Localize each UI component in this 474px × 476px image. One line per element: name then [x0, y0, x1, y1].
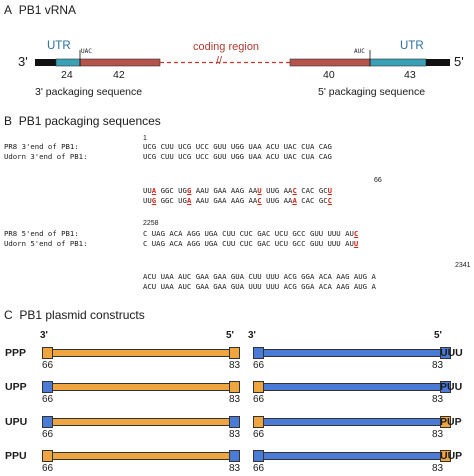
construct-upu: [42, 416, 240, 428]
position-2341-label: 2341: [455, 262, 471, 269]
break-mark: //: [216, 55, 223, 67]
construct-upu-label: UPU: [5, 416, 28, 428]
row4-right-66: 66: [253, 463, 265, 474]
panel-c-letter: C: [4, 308, 13, 322]
construct-upp-5-cap: [229, 381, 240, 393]
panel-b-title: PB1 packaging sequences: [18, 114, 161, 128]
construct-uup-body: [263, 452, 441, 460]
udorn-3-sequence: UCG CUU UCG UCC GUU UGG UAA ACU UAC CUA …: [143, 152, 332, 161]
coding-left-length: 42: [113, 69, 125, 81]
row2-left-83: 83: [229, 394, 241, 405]
row1-left-66: 66: [42, 360, 54, 371]
construct-ppu-body: [52, 452, 230, 460]
construct-puu-body: [263, 383, 441, 391]
construct-upu-5-cap: [229, 416, 240, 428]
construct-upu-body: [52, 418, 230, 426]
construct-upp-body: [52, 383, 230, 391]
panel-b-header: B PB1 packaging sequences: [4, 114, 161, 128]
row2-right-83: 83: [432, 394, 444, 405]
construct-uuu-5-cap: [440, 347, 451, 359]
right-5-end-label: 5': [434, 330, 442, 341]
row4-left-83: 83: [229, 463, 241, 474]
position-66-label: 66: [374, 177, 382, 184]
pr8-5-sequence: C UAG ACA AGG UGA CUU CUC GAC UCU GCC GU…: [143, 229, 359, 238]
row4-right-83: 83: [432, 463, 444, 474]
udorn-3-end-label: Udorn 3'end of PB1:: [4, 152, 88, 161]
pr8-3-sequence-cont: UUA GGC UGG AAU GAA AAG AAU UUG AAC CAC …: [143, 186, 333, 195]
construct-uuu-label: UUU: [440, 347, 463, 359]
row3-left-66: 66: [42, 429, 54, 440]
construct-pup-label: PUP: [440, 416, 462, 428]
panel-c-title: PB1 plasmid constructs: [19, 308, 145, 322]
left-5-end-label: 5': [226, 330, 234, 341]
construct-pup: [253, 416, 451, 428]
vrna-3-end-block: [35, 59, 56, 66]
pr8-3-end-label: PR8 3'end of PB1:: [4, 142, 79, 151]
uac-label: UAC: [81, 48, 92, 55]
row1-right-83: 83: [432, 360, 444, 371]
construct-puu-label: PUU: [440, 381, 463, 393]
panel-a-header: A PB1 vRNA: [4, 3, 76, 17]
construct-uup-5-cap: [440, 450, 451, 462]
position-1-label: 1: [143, 135, 147, 142]
right-3-end-label: 3': [248, 330, 256, 341]
row1-left-83: 83: [229, 360, 241, 371]
pr8-5-sequence-cont: ACU UAA AUC GAA GAA GUA CUU UUU ACG GGA …: [143, 272, 376, 281]
coding-right-segment: [289, 58, 371, 67]
row4-left-66: 66: [42, 463, 54, 474]
panel-a-title: PB1 vRNA: [18, 3, 77, 17]
panel-c-header: C PB1 plasmid constructs: [4, 308, 145, 322]
construct-ppp-body: [52, 349, 230, 357]
construct-ppp: [42, 347, 240, 359]
udorn-5-sequence-cont: ACU UAA AUC GAA GAA GUA UUU UUU ACG GGA …: [143, 282, 376, 291]
construct-ppu-5-cap: [229, 450, 240, 462]
udorn-5-sequence: C UAG ACA AGG UGA CUU CUC GAC UCU GCC GU…: [143, 239, 359, 248]
utr-right-segment: [369, 58, 427, 67]
construct-pup-body: [263, 418, 441, 426]
construct-ppu: [42, 450, 240, 462]
udorn-3-sequence-cont: UUG GGC UGA AAU GAA AAG AAC UUG AAA CAC …: [143, 196, 333, 205]
construct-ppp-label: PPP: [5, 347, 27, 359]
construct-uup: [253, 450, 451, 462]
coding-region-label: coding region: [193, 41, 260, 53]
row3-left-83: 83: [229, 429, 241, 440]
position-2258-label: 2258: [143, 220, 159, 227]
construct-ppu-label: PPU: [5, 450, 27, 462]
vrna-3-end-label: 3': [18, 54, 28, 69]
left-3-end-label: 3': [40, 330, 48, 341]
utr-left-length: 24: [61, 69, 73, 81]
vrna-schematic: [35, 50, 450, 67]
coding-right-length: 40: [323, 69, 335, 81]
construct-uuu: [253, 347, 451, 359]
construct-puu: [253, 381, 451, 393]
row2-left-66: 66: [42, 394, 54, 405]
vrna-5-end-label: 5': [454, 54, 464, 69]
panel-b-letter: B: [4, 114, 13, 128]
utr-right-label: UTR: [400, 40, 424, 52]
construct-uuu-body: [263, 349, 441, 357]
pr8-3-sequence: UCG CUU UCG UCC GUU UGG UAA ACU UAC CUA …: [143, 142, 332, 151]
row1-right-66: 66: [253, 360, 265, 371]
panel-a-letter: A: [4, 3, 13, 17]
udorn-5-end-label: Udorn 5'end of PB1:: [4, 239, 88, 248]
auc-label: AUC: [354, 48, 365, 55]
construct-upp: [42, 381, 240, 393]
packaging-5-label: 5' packaging sequence: [318, 86, 426, 98]
packaging-3-label: 3' packaging sequence: [35, 86, 143, 98]
construct-upp-label: UPP: [5, 381, 27, 393]
construct-pup-5-cap: [440, 416, 451, 428]
pr8-5-end-label: PR8 5'end of PB1:: [4, 229, 79, 238]
row2-right-66: 66: [253, 394, 265, 405]
utr-right-length: 43: [404, 69, 416, 81]
coding-left-segment: [79, 58, 161, 67]
row3-right-66: 66: [253, 429, 265, 440]
utr-left-label: UTR: [47, 40, 71, 52]
construct-ppp-5-cap: [229, 347, 240, 359]
construct-uup-label: UUP: [440, 450, 463, 462]
utr-left-segment: [55, 58, 81, 67]
construct-puu-5-cap: [440, 381, 451, 393]
row3-right-83: 83: [432, 429, 444, 440]
vrna-5-end-block: [426, 59, 450, 66]
